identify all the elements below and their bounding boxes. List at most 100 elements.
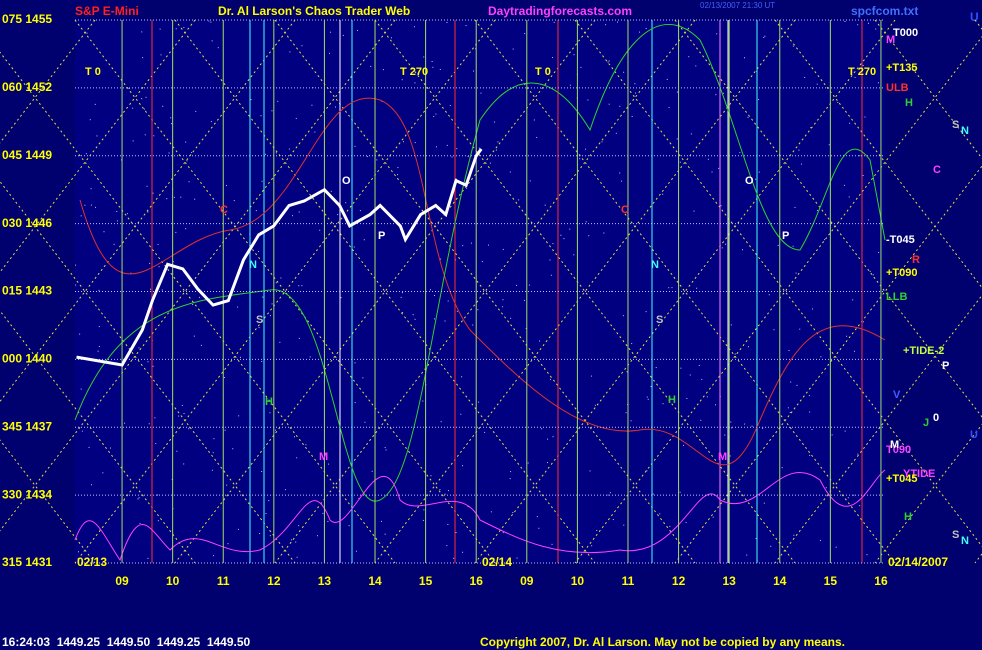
star [679,491,681,493]
star [354,145,356,147]
star [183,413,185,415]
star [725,243,727,245]
star [265,513,267,515]
star [439,68,441,70]
x-tick-label: 14 [368,574,382,588]
star [255,210,257,212]
star [854,76,856,78]
chart-label: P [782,230,789,242]
star [447,490,449,492]
star [696,287,698,289]
chart-label: H [904,511,912,523]
star [147,361,149,363]
star [166,198,168,200]
star [75,264,77,266]
star [126,213,128,215]
copyright: Copyright 2007, Dr. Al Larson. May not b… [480,635,845,649]
star [138,347,140,349]
star [800,163,802,165]
star [146,185,148,187]
star [94,103,96,105]
star [176,450,178,452]
star [147,557,149,559]
star [288,148,290,150]
star [591,545,593,547]
star [509,478,511,480]
star [362,377,364,379]
star [296,556,298,558]
star [849,122,851,124]
star [875,28,877,30]
star [825,487,827,489]
star [298,525,300,527]
x-tick-label: 15 [419,574,433,588]
star [707,158,709,160]
star [512,48,514,50]
star [363,239,365,241]
star [867,219,869,221]
star [97,350,99,352]
star [605,24,607,26]
star [622,315,624,317]
star [384,447,386,449]
star [211,40,213,42]
x-tick-label: 16 [874,574,888,588]
star [397,167,399,169]
star [298,211,300,213]
chart-label: N [249,259,257,271]
star [794,207,796,209]
star [217,47,219,49]
star [720,205,722,207]
star [538,527,540,529]
star [390,37,392,39]
star [484,431,486,433]
star [816,210,818,212]
star [472,70,474,72]
star [655,367,657,369]
star [509,171,511,173]
star [225,185,227,187]
star [271,110,273,112]
star [98,326,100,328]
star [446,545,448,547]
star [690,133,692,135]
star [210,21,212,23]
star [358,497,360,499]
star [161,289,163,291]
star [262,296,264,298]
star [550,274,552,276]
star [456,148,458,150]
star [859,505,861,507]
star [584,148,586,150]
star [853,350,855,352]
star [186,160,188,162]
star [462,551,464,553]
star [544,204,546,206]
star [160,54,162,56]
star [768,294,770,296]
star [662,193,664,195]
star [180,196,182,198]
star [348,525,350,527]
decor-curve [79,97,886,466]
star [366,156,368,158]
star [384,533,386,535]
chart-label: M [890,439,899,451]
star [539,340,541,342]
star [271,303,273,305]
star [440,421,442,423]
star [551,543,553,545]
star [711,171,713,173]
star [798,149,800,151]
star [284,489,286,491]
star [434,294,435,296]
quote: 16:24:03 1449.25 1449.50 1449.25 1449.50 [2,635,251,649]
chart-label: T 0 [535,66,551,78]
star [631,343,633,345]
star [382,69,384,71]
star [334,106,336,108]
y-tick-label: 045 1449 [2,148,52,162]
star [790,381,792,383]
star [132,140,134,142]
